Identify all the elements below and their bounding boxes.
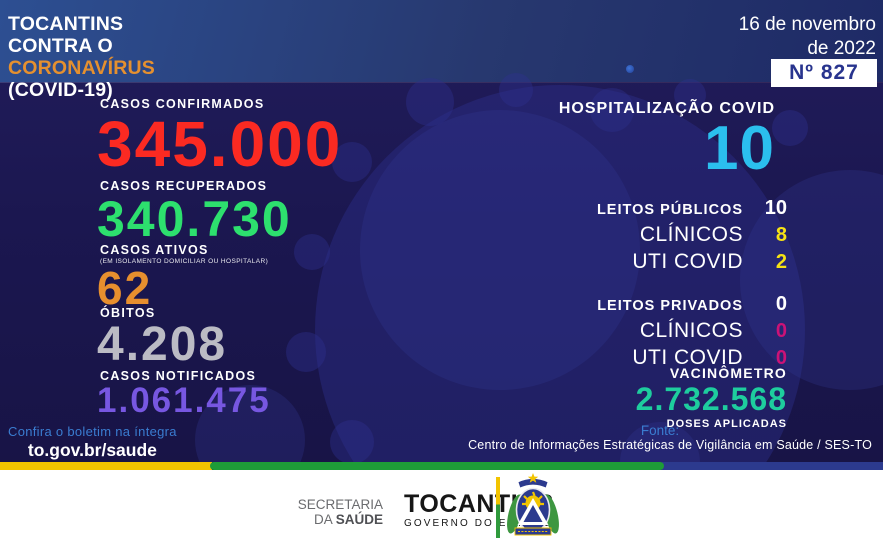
hospitalization-block: HOSPITALIZAÇÃO COVID 10 xyxy=(559,100,775,180)
stat-sublabel: (EM ISOLAMENTO DOMICILIAR OU HOSPITALAR) xyxy=(100,258,269,265)
bed-group-label: LEITOS PRIVADOS xyxy=(597,298,743,314)
stat-value: 4.208 xyxy=(97,318,228,371)
bulletin-link-block: Confira o boletim na íntegra to.gov.br/s… xyxy=(8,424,177,461)
bed-group-value: 0 xyxy=(775,293,787,315)
stat-obitos: ÓBITOS 4.208 xyxy=(97,306,228,371)
footer: SECRETARIA DA SAÚDE TOCANTINS GOVERNO DO… xyxy=(0,470,883,546)
bed-value: 0 xyxy=(775,347,787,369)
stat-label: CASOS RECUPERADOS xyxy=(100,179,268,193)
brand-title: TOCANTINS CONTRA O CORONAVÍRUS (COVID-19… xyxy=(8,13,155,101)
hospitalization-label: HOSPITALIZAÇÃO COVID xyxy=(558,100,775,117)
bed-group-value: 10 xyxy=(764,197,787,219)
state-subtitle: GOVERNO DO ESTADO xyxy=(404,518,552,529)
bed-row-header: LEITOS PRIVADOS 0 xyxy=(487,293,787,316)
bed-label: UTI COVID xyxy=(632,346,743,369)
bed-label: UTI COVID xyxy=(632,250,743,273)
source-label: Fonte: xyxy=(640,423,680,438)
bulletin-number-badge: Nº 827 xyxy=(771,59,877,87)
bulletin-date: 16 de novembro de 2022 xyxy=(739,13,876,61)
secretaria-line-2: DA SAÚDE xyxy=(313,512,383,527)
stripe-yellow xyxy=(0,462,212,470)
private-beds-group: LEITOS PRIVADOS 0 CLÍNICOS 0 UTI COVID 0 xyxy=(487,293,787,373)
bed-value: 8 xyxy=(775,224,787,246)
stat-value: 62 xyxy=(97,262,153,314)
bed-value: 0 xyxy=(775,320,787,342)
stat-casos-confirmados: CASOS CONFIRMADOS 345.000 xyxy=(97,97,343,180)
brand-line-coronavirus: CORONAVÍRUS xyxy=(8,57,156,79)
bed-label: CLÍNICOS xyxy=(639,319,743,342)
bed-row: CLÍNICOS 8 xyxy=(487,223,787,247)
date-line-1: 16 de novembro xyxy=(738,14,876,35)
bed-row-header: LEITOS PÚBLICOS 10 xyxy=(487,197,787,220)
stripe-green xyxy=(210,462,664,470)
stat-label: CASOS CONFIRMADOS xyxy=(100,97,265,111)
vaccinometer-value: 2.732.568 xyxy=(635,381,787,417)
vaccinometer-label: VACINÔMETRO xyxy=(669,365,787,381)
source-text: Centro de Informações Estratégicas de Vi… xyxy=(468,438,872,452)
issue-number: 827 xyxy=(820,61,859,84)
bed-group-label: LEITOS PÚBLICOS xyxy=(596,202,743,218)
secretaria-line-1: SECRETARIA xyxy=(297,497,383,512)
footer-divider xyxy=(496,477,500,538)
bed-row: UTI COVID 0 xyxy=(487,346,787,370)
hospitalization-value: 10 xyxy=(704,114,775,183)
issue-prefix: Nº xyxy=(789,61,814,84)
stat-value: 340.730 xyxy=(97,191,292,247)
stat-label: CASOS NOTIFICADOS xyxy=(100,369,257,383)
brand-line-2: CONTRA O xyxy=(8,35,113,57)
date-line-2: de 2022 xyxy=(807,38,876,59)
stat-label: ÓBITOS xyxy=(100,306,156,320)
bed-row: UTI COVID 2 xyxy=(487,250,787,274)
bulletin-url[interactable]: to.gov.br/saude xyxy=(27,440,157,460)
stripe-blue xyxy=(662,462,883,470)
brand-line-covid19: (COVID-19) xyxy=(8,79,113,101)
link-caption: Confira o boletim na íntegra xyxy=(8,424,177,439)
decorative-dot xyxy=(626,65,634,73)
stat-value: 1.061.475 xyxy=(97,381,271,420)
vaccinometer-sublabel: DOSES APLICADAS xyxy=(666,417,787,430)
brand-line-1: TOCANTINS xyxy=(8,13,124,35)
vaccinometer-block: VACINÔMETRO 2.732.568 DOSES APLICADAS xyxy=(636,365,787,430)
stat-value: 345.000 xyxy=(97,108,343,180)
stat-label: CASOS ATIVOS xyxy=(100,243,209,257)
bed-row: CLÍNICOS 0 xyxy=(487,319,787,343)
stat-casos-ativos: CASOS ATIVOS (EM ISOLAMENTO DOMICILIAR O… xyxy=(97,243,269,314)
public-beds-group: LEITOS PÚBLICOS 10 CLÍNICOS 8 UTI COVID … xyxy=(487,197,787,277)
stat-casos-recuperados: CASOS RECUPERADOS 340.730 xyxy=(97,179,292,247)
tocantins-coat-of-arms-icon xyxy=(507,473,559,536)
bed-value: 2 xyxy=(775,251,787,273)
bed-label: CLÍNICOS xyxy=(639,223,743,246)
header-band xyxy=(0,0,883,83)
stat-casos-notificados: CASOS NOTIFICADOS 1.061.475 xyxy=(97,369,271,420)
secretaria-da-saude-logo: SECRETARIA DA SAÚDE xyxy=(260,497,383,527)
